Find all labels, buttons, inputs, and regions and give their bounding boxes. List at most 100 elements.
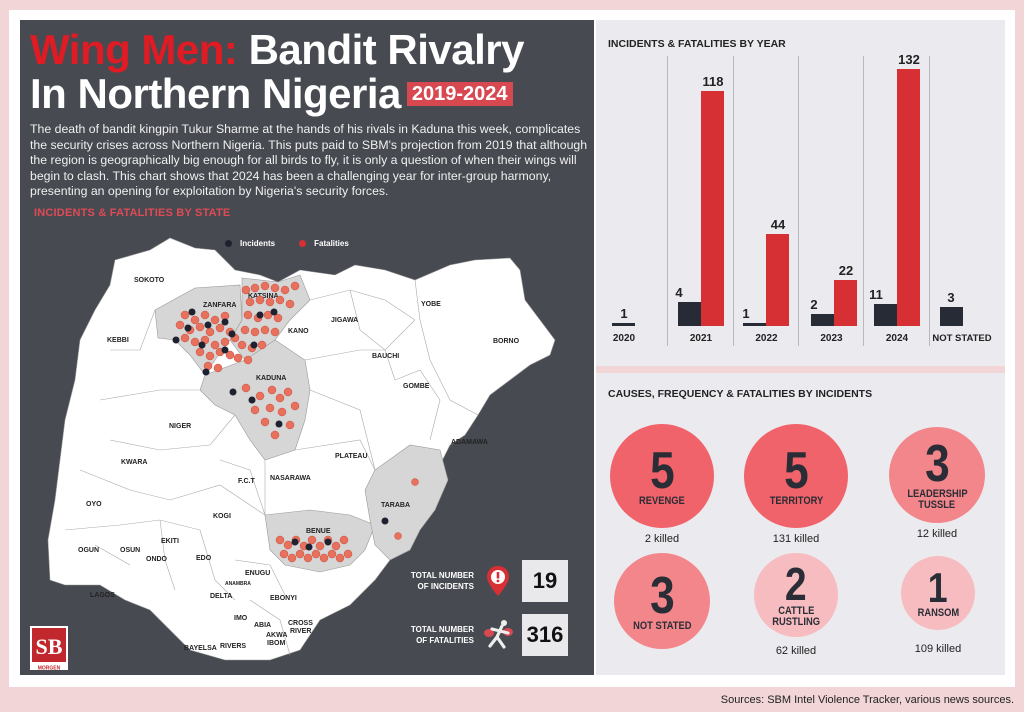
cause-bubble-leadership-tussle: 3 LEADERSHIP TUSSLE [889, 427, 985, 523]
svg-text:F.C.T: F.C.T [238, 478, 255, 485]
section-divider [596, 366, 1005, 373]
year-label: 2022 [755, 333, 778, 344]
svg-text:EKITI: EKITI [161, 538, 179, 545]
page-title: Wing Men: Bandit Rivalry In Northern Nig… [30, 26, 525, 117]
fallen-body-icon [484, 620, 513, 649]
incidents-value: 2 [810, 297, 818, 312]
year-label: NOT STATED [932, 333, 992, 344]
cause-bubble-territory: 5 TERRITORY [744, 424, 848, 528]
svg-text:ABIA: ABIA [254, 622, 271, 629]
cause-label: TERRITORY [769, 494, 823, 507]
fatalities-bar [701, 91, 724, 326]
cause-label-1: CATTLE [777, 605, 815, 617]
incidents-bar [612, 323, 635, 326]
svg-text:JIGAWA: JIGAWA [331, 317, 358, 324]
column-divider [798, 56, 799, 346]
svg-text:EBONYI: EBONYI [270, 595, 297, 602]
svg-text:TARABA: TARABA [381, 502, 410, 509]
fatalities-bar [897, 69, 920, 326]
svg-text:KATSINA: KATSINA [248, 293, 279, 300]
year-label: 2024 [885, 333, 909, 344]
svg-text:SOKOTO: SOKOTO [134, 277, 165, 284]
svg-text:BAYELSA: BAYELSA [184, 645, 217, 652]
svg-text:ENUGU: ENUGU [245, 570, 270, 577]
incidents-bar [940, 307, 963, 326]
cause-label-1: LEADERSHIP [906, 488, 968, 500]
cause-killed: 2 killed [644, 533, 680, 545]
state-borders [64, 279, 479, 656]
year-label: 2023 [820, 333, 843, 344]
svg-text:IBOM: IBOM [267, 640, 285, 647]
year-label: 2020 [612, 333, 636, 344]
svg-text:IMO: IMO [234, 615, 248, 622]
date-range-badge: 2019-2024 [406, 81, 513, 106]
year-col-2023: 2 22 2023 [799, 56, 864, 348]
column-divider [667, 56, 668, 346]
cause-bubble-revenge: 5 REVENGE [610, 424, 714, 528]
cause-bubble-cattle-rustling: 2 CATTLE RUSTLING [754, 553, 838, 637]
total-fatalities: TOTAL NUMBER OF FATALITIES 316 [404, 614, 574, 656]
total-incidents: TOTAL NUMBER OF INCIDENTS 19 [404, 560, 574, 602]
total-fatalities-value: 316 [522, 614, 568, 656]
fatalities-value: 44 [770, 217, 786, 232]
svg-text:KEBBI: KEBBI [107, 337, 129, 344]
causes-title: CAUSES, FREQUENCY & FATALITIES BY INCIDE… [608, 388, 873, 400]
causes-panel: CAUSES, FREQUENCY & FATALITIES BY INCIDE… [596, 373, 1005, 675]
svg-text:BENUE: BENUE [306, 528, 331, 535]
svg-text:ANAMBRA: ANAMBRA [225, 581, 251, 587]
incidents-value: 1 [742, 306, 750, 321]
sbm-logo: SB MORGEN [30, 626, 68, 670]
svg-text:KWARA: KWARA [121, 459, 147, 466]
sources-footnote: Sources: SBM Intel Violence Tracker, var… [720, 694, 1014, 706]
svg-text:KADUNA: KADUNA [256, 375, 286, 382]
svg-text:DELTA: DELTA [210, 593, 232, 600]
year-col-2022: 1 44 2022 [734, 56, 799, 348]
cause-killed: 131 killed [772, 533, 820, 545]
title-line-1: Bandit Rivalry [248, 26, 525, 73]
incidents-bar [678, 302, 701, 326]
total-fatalities-label: TOTAL NUMBER OF FATALITIES [410, 625, 474, 645]
cause-count: 2 [785, 558, 807, 610]
total-incidents-label: TOTAL NUMBER OF INCIDENTS [410, 571, 474, 591]
title-line-2: In Northern Nigeria [30, 70, 401, 117]
svg-text:BORNO: BORNO [493, 338, 520, 345]
year-label: 2021 [689, 333, 713, 344]
fatalities-bar [834, 280, 857, 326]
incidents-value: 11 [869, 287, 883, 302]
svg-text:ADAMAWA: ADAMAWA [451, 439, 488, 446]
cause-count: 1 [928, 563, 948, 611]
svg-text:KANO: KANO [288, 328, 309, 335]
svg-text:MORGEN: MORGEN [38, 665, 61, 670]
incidents-value: 3 [947, 290, 955, 305]
column-divider [863, 56, 864, 346]
fatalities-value: 118 [702, 74, 724, 89]
cause-bubble-ransom: 1 RANSOM [901, 556, 975, 630]
alert-pin-icon [487, 566, 509, 596]
svg-text:OSUN: OSUN [120, 547, 140, 554]
svg-text:NASARAWA: NASARAWA [270, 475, 311, 482]
column-divider [733, 56, 734, 346]
cause-label-2: RUSTLING [772, 616, 820, 628]
year-chart-title: INCIDENTS & FATALITIES BY YEAR [608, 38, 786, 50]
svg-text:RIVERS: RIVERS [220, 643, 246, 650]
state-labels: SOKOTO ZANFARA KATSINA KEBBI KANO JIGAWA YO… [78, 277, 520, 652]
column-divider [929, 56, 930, 346]
year-bar-chart: 1 2020 4 118 2021 1 44 2022 2 22 [604, 52, 999, 348]
cause-bubble-not-stated: 3 NOT STATED [614, 553, 710, 649]
cause-killed: 62 killed [775, 645, 817, 657]
svg-text:GOMBE: GOMBE [403, 383, 430, 390]
fatality-markers [175, 281, 419, 563]
state-taraba [364, 444, 449, 561]
incidents-bar [743, 323, 766, 326]
fatalities-legend-dot [299, 240, 307, 247]
svg-text:LAGOS: LAGOS [90, 592, 115, 599]
svg-text:AKWA: AKWA [266, 632, 287, 639]
title-highlight: Wing Men: [30, 26, 238, 73]
svg-text:RIVER: RIVER [290, 628, 311, 635]
fatalities-value: 22 [838, 263, 854, 278]
map-panel: Wing Men: Bandit Rivalry In Northern Nig… [20, 20, 594, 675]
incidents-bar [811, 314, 834, 326]
legend-fatalities-label: Fatalities [314, 239, 349, 248]
cause-killed: 109 killed [914, 643, 962, 655]
svg-text:OYO: OYO [86, 501, 102, 508]
